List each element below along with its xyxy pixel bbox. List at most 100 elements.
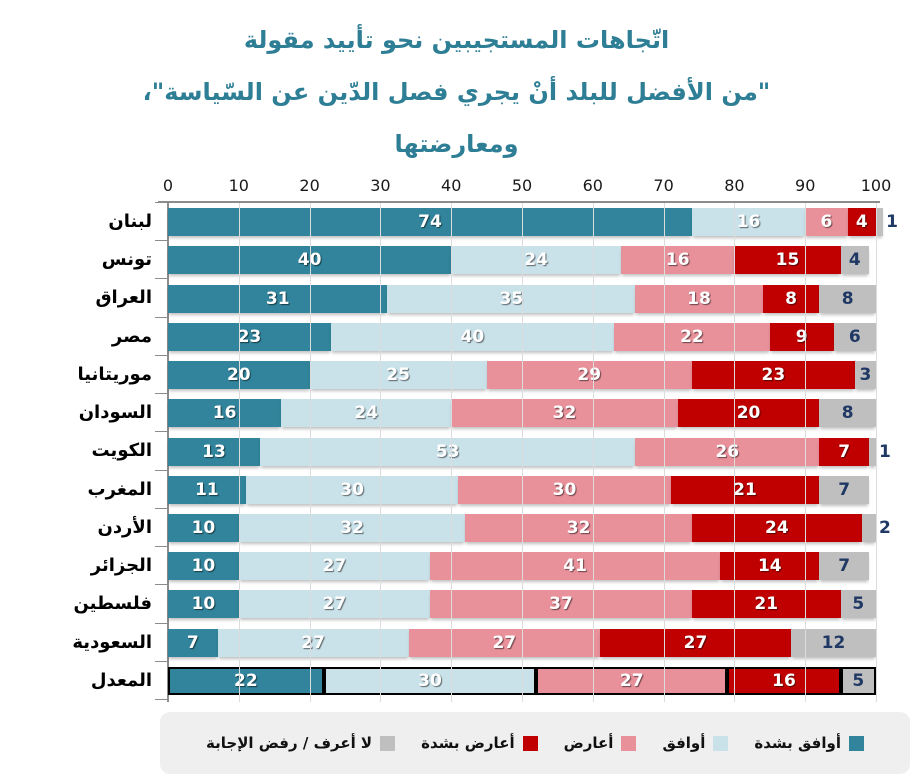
x-axis-tick-label: 30 bbox=[370, 176, 391, 195]
bar-segment bbox=[323, 666, 537, 695]
bar-segment bbox=[168, 475, 246, 504]
gridline bbox=[805, 203, 807, 702]
bar-value-label: 7 bbox=[838, 441, 851, 462]
bar-value-label: 40 bbox=[297, 250, 322, 271]
category-label: السودان bbox=[78, 402, 152, 424]
bar-segment bbox=[168, 399, 282, 428]
bar-value-label: 21 bbox=[754, 594, 779, 615]
legend-item: أعارض bbox=[564, 734, 637, 752]
bar-value-label: 5 bbox=[852, 670, 865, 691]
category-label: موريتانيا bbox=[77, 363, 152, 385]
bar-segment bbox=[168, 208, 692, 237]
x-axis-tick-label: 90 bbox=[795, 176, 816, 195]
chart-title-line-2: "من الأفضل للبلد أنْ يجري فصل الدّين عن … bbox=[142, 78, 771, 106]
x-axis-tick-label: 70 bbox=[653, 176, 674, 195]
bar-value-label: 5 bbox=[852, 594, 865, 615]
bar-segment bbox=[168, 590, 239, 619]
bar-value-label: 7 bbox=[186, 632, 199, 653]
legend-swatch bbox=[713, 735, 729, 751]
x-axis-tick-label: 50 bbox=[511, 176, 533, 195]
bar-segment bbox=[691, 361, 855, 390]
bar-value-label: 3 bbox=[859, 365, 872, 386]
bar-value-label: 27 bbox=[619, 670, 644, 691]
bar-segment bbox=[387, 284, 636, 313]
y-axis-tick-mark bbox=[155, 622, 167, 624]
bar-segment bbox=[281, 399, 452, 428]
bar-segment bbox=[309, 361, 487, 390]
bar-value-label: 27 bbox=[301, 632, 325, 653]
bar-value-label: 15 bbox=[775, 250, 800, 271]
bar-segment bbox=[465, 513, 692, 542]
legend-item: أعارض بشدة bbox=[421, 734, 538, 752]
gridline bbox=[451, 203, 453, 702]
bar-segment bbox=[217, 628, 409, 657]
bar-value-label: 10 bbox=[191, 517, 216, 538]
bar-segment bbox=[168, 437, 261, 466]
bar-value-label: 10 bbox=[191, 594, 216, 615]
x-axis-tick-mark bbox=[168, 201, 169, 207]
bar-value-label: 23 bbox=[761, 365, 786, 386]
bar-value-label: 10 bbox=[191, 556, 216, 577]
bar-row: 10 27 41 14 7 bbox=[168, 552, 896, 581]
bar-value-label: 22 bbox=[234, 670, 258, 691]
legend-swatch bbox=[522, 735, 538, 751]
x-axis-tick-label: 20 bbox=[299, 176, 320, 195]
bar-row: 31 35 18 8 8 bbox=[168, 284, 896, 313]
gridline bbox=[380, 203, 382, 702]
bar-segment bbox=[840, 666, 876, 695]
bar-value-label: 53 bbox=[435, 441, 460, 462]
y-axis-tick-mark bbox=[155, 354, 167, 356]
bar-value-label: 16 bbox=[212, 403, 237, 424]
bar-segment bbox=[861, 513, 876, 542]
bar-value-label: 30 bbox=[552, 479, 577, 500]
bar-value-label: 7 bbox=[838, 479, 851, 500]
bar-segment bbox=[819, 552, 869, 581]
bar-value-label: 41 bbox=[563, 556, 587, 577]
bar-segment bbox=[819, 437, 869, 466]
bar-segment bbox=[168, 513, 239, 542]
bar-value-label: 18 bbox=[687, 288, 711, 309]
category-label: الكويت bbox=[91, 440, 153, 462]
y-axis-tick-mark bbox=[155, 393, 167, 395]
bar-segment bbox=[168, 552, 239, 581]
y-axis-tick-mark bbox=[155, 546, 167, 548]
y-axis-tick-mark bbox=[155, 431, 167, 433]
bar-segment bbox=[168, 666, 324, 695]
x-axis-line bbox=[158, 201, 880, 203]
bar-segment bbox=[635, 284, 763, 313]
bar-value-label: 27 bbox=[492, 632, 517, 653]
legend-swatch bbox=[380, 735, 396, 751]
bar-segment bbox=[168, 284, 388, 313]
y-axis-tick-mark bbox=[155, 660, 167, 662]
gridline bbox=[663, 203, 665, 702]
bar-segment bbox=[819, 399, 876, 428]
bar-segment bbox=[238, 590, 430, 619]
bar-segment bbox=[599, 628, 792, 657]
bar-row: 23 40 22 9 6 bbox=[168, 322, 896, 351]
bar-segment bbox=[429, 552, 721, 581]
gridline bbox=[592, 203, 594, 702]
bar-value-label: 16 bbox=[772, 670, 796, 691]
bar-segment bbox=[833, 322, 876, 351]
bar-segment bbox=[840, 590, 876, 619]
bar-value-label: 8 bbox=[841, 403, 854, 424]
bar-row: 22 30 27 16 5 bbox=[168, 666, 896, 695]
bar-row: 11 30 30 21 7 bbox=[168, 475, 896, 504]
x-axis-tick-label: 100 bbox=[860, 176, 892, 195]
bar-value-label: 27 bbox=[683, 632, 708, 653]
bar-value-label: 7 bbox=[838, 556, 851, 577]
legend-label: أوافق بشدة bbox=[754, 734, 841, 752]
bar-value-label: 35 bbox=[499, 288, 524, 309]
gridline bbox=[522, 203, 523, 702]
y-axis-tick-mark bbox=[155, 584, 167, 586]
legend: أوافق بشدة أوافق أعارض أعارض بشدة لا أعرف / … bbox=[160, 712, 910, 774]
bar-segment bbox=[458, 475, 671, 504]
bar-segment bbox=[819, 284, 876, 313]
bar-value-label: 8 bbox=[785, 288, 797, 309]
bar-value-label: 6 bbox=[848, 326, 861, 347]
bar-value-label: 9 bbox=[795, 326, 808, 347]
y-axis-tick-mark bbox=[155, 202, 167, 203]
bar-segment bbox=[245, 475, 459, 504]
y-axis-tick-mark bbox=[155, 699, 167, 700]
bar-segment bbox=[847, 208, 876, 237]
